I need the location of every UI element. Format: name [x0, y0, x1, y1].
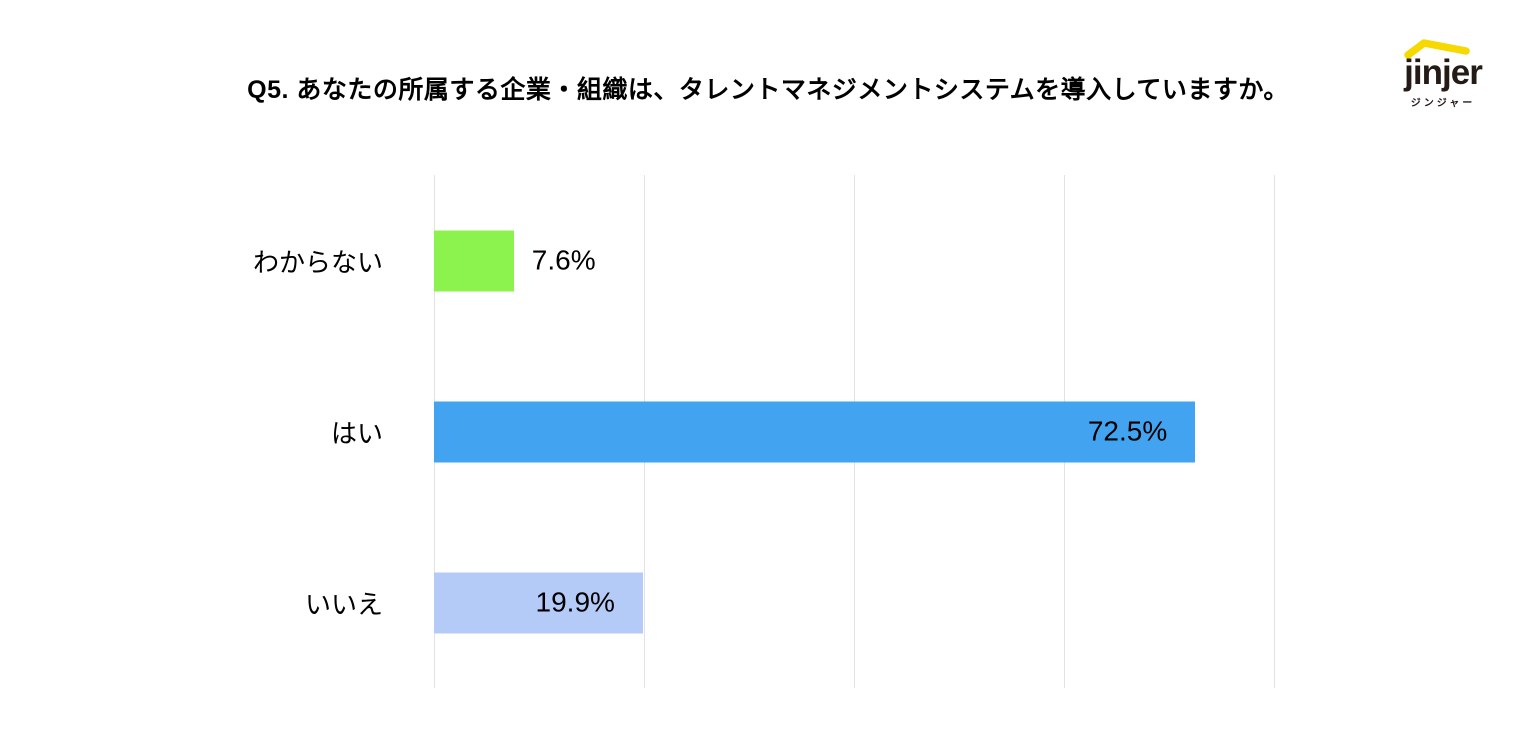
- bar-row-dont-know: わからない 7.6%: [253, 175, 1274, 346]
- category-label: いいえ: [304, 589, 383, 619]
- bar-row-yes: はい 72.5%: [331, 346, 1274, 517]
- plot-area: はい 72.5% いいえ 19.9% わからない 7.6%: [253, 175, 1275, 688]
- jinjer-logo: jinjer ジンジャー: [1385, 38, 1501, 109]
- jinjer-subtext: ジンジャー: [1410, 98, 1476, 109]
- jinjer-wordmark: jinjer: [1404, 53, 1483, 92]
- value-label: 19.9%: [535, 586, 615, 618]
- chart-title: Q5. あなたの所属する企業・組織は、タレントマネジメントシステムを導入していま…: [247, 76, 1289, 104]
- bar-no: 19.9%: [434, 572, 643, 633]
- value-label: 72.5%: [1087, 415, 1168, 447]
- jinjer-roof-icon: [1404, 39, 1470, 59]
- gridline: [1274, 175, 1275, 688]
- category-label: わからない: [252, 247, 383, 277]
- bar-row-no: いいえ 19.9%: [305, 517, 1274, 688]
- category-label: はい: [330, 418, 383, 448]
- value-label: 7.6%: [531, 244, 596, 276]
- bar-yes: 72.5%: [434, 401, 1196, 462]
- bar-dont-know: 7.6%: [434, 230, 596, 291]
